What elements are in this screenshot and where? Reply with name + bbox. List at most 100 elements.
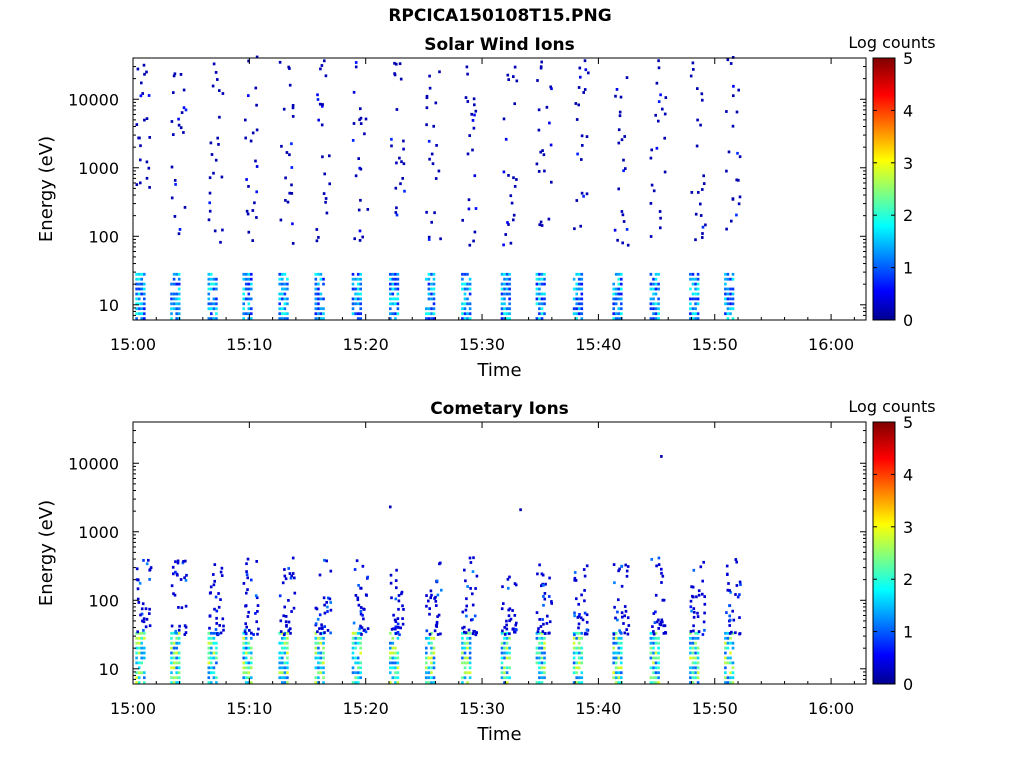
data-cell (247, 59, 250, 63)
data-cell (585, 135, 589, 138)
data-cell (389, 272, 392, 276)
data-cell (284, 199, 287, 202)
data-cell (247, 287, 251, 291)
data-cell (468, 307, 472, 311)
data-cell (724, 631, 727, 635)
data-cell (177, 666, 181, 670)
data-cell (501, 585, 504, 589)
data-cell (580, 661, 584, 665)
data-cell (724, 312, 727, 316)
data-cell (180, 606, 184, 610)
data-cell (612, 307, 615, 311)
data-cell (649, 287, 653, 291)
data-cell (649, 302, 653, 306)
data-cell (543, 661, 546, 665)
data-cell (175, 636, 178, 640)
data-cell (214, 628, 218, 631)
data-cell (215, 676, 218, 680)
data-cell (254, 612, 257, 615)
data-cell (731, 297, 735, 301)
data-cell (701, 225, 705, 229)
data-cell (508, 307, 511, 311)
data-cell (323, 603, 326, 607)
data-cell (731, 666, 735, 670)
data-cell (461, 651, 464, 655)
data-cell (572, 277, 576, 281)
y-tick-label: 100 (88, 227, 119, 246)
data-cell (691, 636, 695, 640)
data-cell (289, 576, 293, 580)
data-cell (649, 202, 653, 205)
data-cell (663, 112, 667, 116)
data-cell (354, 297, 357, 301)
data-cell (616, 618, 619, 622)
data-cell (430, 646, 433, 650)
data-cell (699, 202, 702, 206)
data-cell (661, 574, 665, 578)
data-cell (281, 277, 284, 281)
data-cell (692, 629, 695, 633)
data-cell (538, 287, 541, 291)
data-cell (356, 282, 360, 286)
data-cell (207, 272, 211, 276)
data-cell (580, 282, 584, 286)
data-cell (694, 292, 697, 296)
data-cell (281, 651, 284, 655)
data-cell (322, 297, 325, 301)
data-cell (326, 605, 329, 609)
data-cell (425, 661, 428, 665)
data-cell (140, 317, 143, 320)
data-cell (621, 213, 625, 217)
data-cell (139, 181, 142, 185)
data-cell (359, 167, 363, 171)
x-axis-label: Time (476, 724, 521, 745)
data-cell (140, 302, 143, 306)
data-cell (244, 661, 248, 665)
data-cell (394, 312, 397, 316)
data-cell (289, 627, 292, 631)
data-cell (215, 661, 218, 665)
data-cell (207, 636, 211, 640)
data-cell (696, 317, 700, 320)
data-cell (432, 312, 436, 316)
data-cell (175, 671, 178, 675)
data-cell (575, 646, 578, 650)
data-cell (210, 646, 213, 650)
data-cell (694, 656, 697, 660)
data-cell (320, 64, 324, 67)
data-cell (354, 676, 357, 680)
data-cell (505, 619, 508, 623)
data-cell (575, 282, 578, 286)
data-cell (173, 72, 177, 76)
data-cell (503, 302, 506, 306)
data-cell (137, 312, 141, 316)
data-cell (317, 651, 320, 655)
data-cell (729, 277, 732, 281)
data-cell (352, 621, 356, 625)
data-cell (281, 636, 284, 640)
data-cell (208, 191, 212, 195)
data-cell (177, 636, 181, 640)
data-cell (366, 627, 370, 630)
data-cell (463, 651, 467, 655)
data-cell (540, 297, 544, 301)
data-cell (316, 630, 319, 634)
data-cell (729, 676, 732, 680)
data-cell (145, 617, 149, 621)
data-cell (538, 277, 541, 281)
data-cell (585, 613, 589, 617)
data-cell (286, 666, 289, 670)
data-cell (575, 597, 578, 601)
data-cell (135, 123, 139, 126)
data-cell (506, 73, 510, 77)
data-cell (425, 676, 428, 680)
colorbar (872, 57, 896, 321)
data-cell (701, 232, 704, 235)
data-cell (135, 656, 138, 660)
data-cell (398, 633, 401, 637)
data-cell (244, 622, 247, 626)
data-cell (540, 681, 544, 684)
data-cell (466, 152, 470, 156)
data-cell (538, 292, 541, 296)
